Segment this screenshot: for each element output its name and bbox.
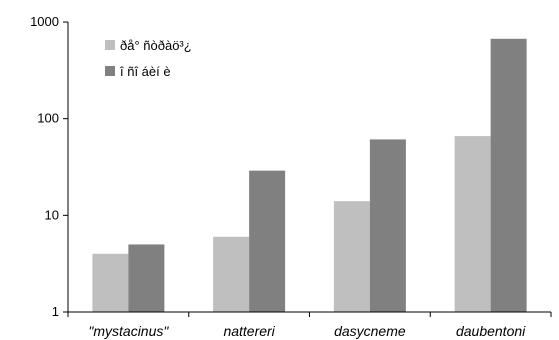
x-axis: "mystacinus" nattereri dasycneme daubentoni (67, 311, 552, 339)
x-category-label: daubentoni (456, 323, 526, 339)
bar-series-2 (369, 139, 406, 312)
bar-series-1 (454, 136, 491, 312)
bar-series-2 (249, 170, 286, 312)
y-tick-label: 1000 (30, 14, 59, 29)
bar-series-1 (92, 253, 129, 312)
x-category-label: "mystacinus" (88, 323, 169, 339)
legend: ðå° ñòðàö³¿ î ñî áèí è (105, 38, 192, 79)
x-category-label: dasycneme (334, 323, 406, 339)
legend-label: ðå° ñòðàö³¿ (120, 38, 192, 53)
legend-label: î ñî áèí è (119, 64, 171, 79)
x-category-label: nattereri (223, 323, 275, 339)
y-tick-label: 1 (52, 304, 59, 319)
bar-series-2 (128, 244, 165, 312)
bar-series-1 (213, 236, 250, 312)
bars-group (92, 38, 527, 312)
y-tick-label: 100 (37, 111, 59, 126)
y-tick-label: 10 (45, 207, 59, 222)
legend-swatch (105, 40, 115, 50)
bar-series-2 (490, 38, 527, 312)
bar-series-1 (333, 201, 370, 312)
legend-swatch (105, 66, 115, 76)
y-axis: 1 10 100 1000 (30, 14, 69, 319)
